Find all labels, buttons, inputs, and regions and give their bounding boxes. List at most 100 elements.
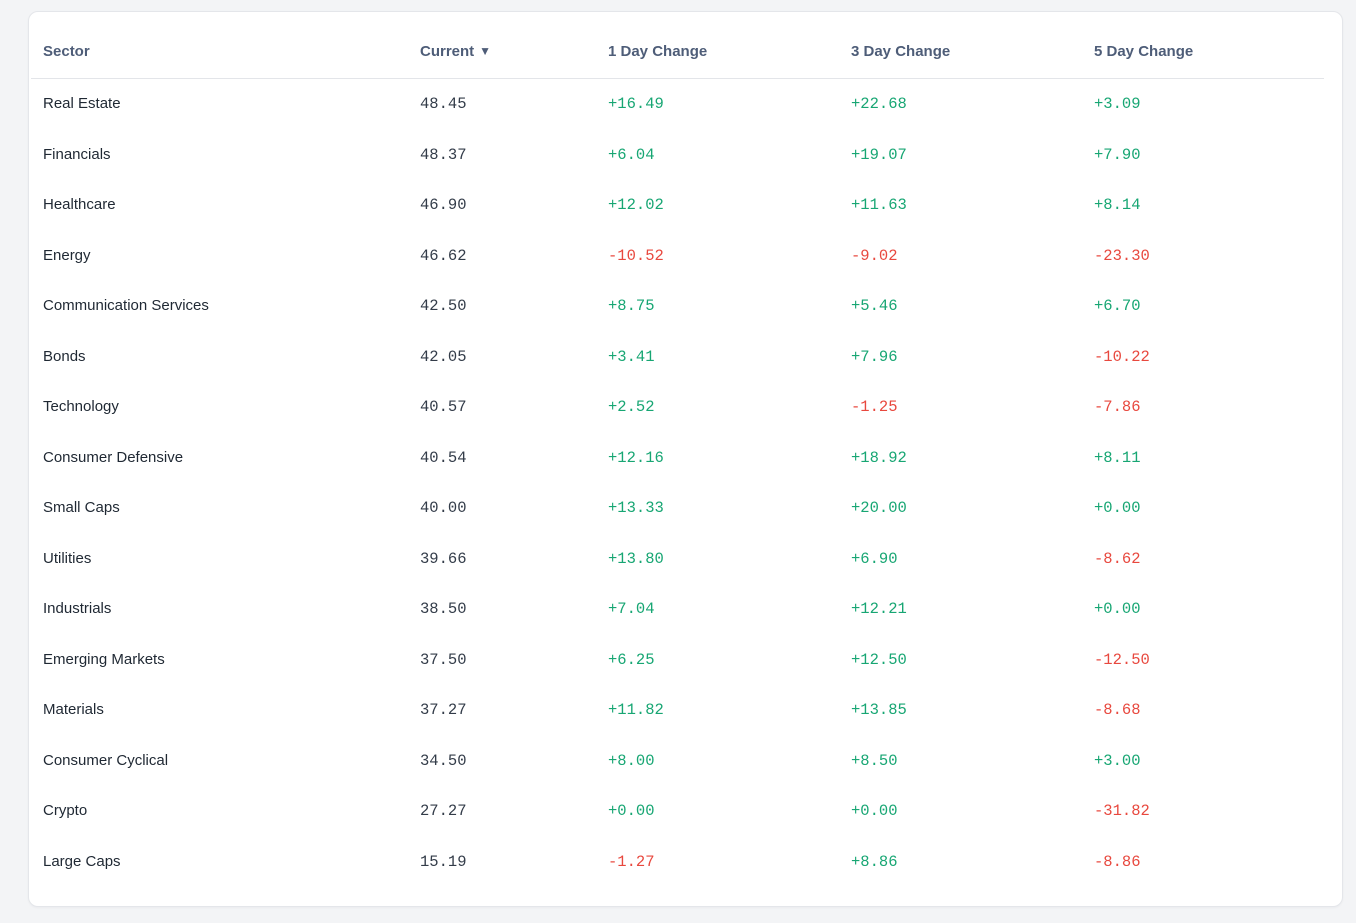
- change-3d-cell: +5.46: [851, 297, 898, 315]
- sector-table-card: Sector Current ▼ 1 Day Change 3 Day Chang…: [28, 11, 1343, 907]
- sector-name-cell: Materials: [43, 701, 104, 718]
- sector-name-cell: Industrials: [43, 600, 112, 617]
- table-row: Materials 37.27 +11.82 +13.85 -8.68: [31, 685, 1324, 736]
- table-row: Technology 40.57 +2.52 -1.25 -7.86: [31, 382, 1324, 433]
- sector-name-cell: Healthcare: [43, 196, 116, 213]
- change-5d-cell: -8.86: [1094, 852, 1141, 871]
- change-1d-cell: +16.49: [608, 95, 664, 113]
- change-5d-cell: +7.90: [1094, 145, 1141, 164]
- current-value-cell: 46.90: [420, 196, 467, 214]
- column-header-label: 5 Day Change: [1094, 43, 1194, 60]
- sector-name-cell: Bonds: [43, 347, 86, 365]
- change-5d-cell: -23.30: [1094, 246, 1150, 265]
- sector-name-cell: Large Caps: [43, 852, 121, 870]
- change-5d-cell: -31.82: [1094, 802, 1150, 820]
- sector-name-cell: Crypto: [43, 802, 88, 819]
- sector-name-cell: Energy: [43, 246, 91, 264]
- change-5d-cell: -10.22: [1094, 347, 1150, 366]
- change-1d-cell: +13.33: [608, 499, 664, 517]
- current-value-cell: 34.50: [420, 751, 467, 770]
- change-3d-cell: +12.50: [851, 650, 907, 669]
- table-row: Real Estate 48.45 +16.49 +22.68 +3.09: [31, 79, 1324, 130]
- change-5d-cell: +6.70: [1094, 297, 1141, 315]
- change-5d-cell: -8.62: [1094, 549, 1141, 568]
- current-value-cell: 27.27: [420, 802, 467, 820]
- change-3d-cell: +20.00: [851, 499, 907, 517]
- change-1d-cell: +8.00: [608, 751, 655, 770]
- column-header-label: Current: [420, 43, 475, 60]
- change-3d-cell: +8.50: [851, 751, 898, 770]
- current-value-cell: 40.54: [420, 448, 467, 467]
- change-3d-cell: -9.02: [851, 246, 898, 265]
- sector-name-cell: Financials: [43, 145, 111, 163]
- change-1d-cell: +0.00: [608, 802, 655, 820]
- change-5d-cell: +0.00: [1094, 499, 1141, 517]
- change-5d-cell: -7.86: [1094, 398, 1141, 416]
- current-value-cell: 40.57: [420, 398, 467, 416]
- change-5d-cell: +8.11: [1094, 448, 1141, 467]
- column-header-sector[interactable]: Sector: [31, 12, 408, 79]
- sector-name-cell: Consumer Cyclical: [43, 751, 169, 769]
- table-row: Consumer Defensive 40.54 +12.16 +18.92 +8.11: [31, 433, 1324, 484]
- table-row: Healthcare 46.90 +12.02 +11.63 +8.14: [31, 180, 1324, 231]
- current-value-cell: 40.00: [420, 499, 467, 517]
- table-row: Energy 46.62 -10.52 -9.02 -23.30: [31, 231, 1324, 282]
- table-row: Communication Services 42.50 +8.75 +5.46 +6.…: [31, 281, 1324, 332]
- table-row: Bonds 42.05 +3.41 +7.96 -10.22: [31, 332, 1324, 383]
- current-value-cell: 42.05: [420, 347, 467, 366]
- change-3d-cell: +18.92: [851, 448, 907, 467]
- current-value-cell: 42.50: [420, 297, 467, 315]
- change-1d-cell: +11.82: [608, 701, 664, 719]
- sector-name-cell: Small Caps: [43, 499, 120, 516]
- column-header-label: Sector: [43, 43, 90, 60]
- change-1d-cell: +6.25: [608, 650, 655, 669]
- change-3d-cell: +8.86: [851, 852, 898, 871]
- sector-name-cell: Consumer Defensive: [43, 448, 184, 466]
- table-row: Large Caps 15.19 -1.27 +8.86 -8.86: [31, 837, 1324, 888]
- sector-table: Sector Current ▼ 1 Day Change 3 Day Chang…: [31, 12, 1324, 887]
- column-header-3-day-change[interactable]: 3 Day Change: [839, 12, 1082, 79]
- sector-name-cell: Technology: [43, 398, 119, 415]
- change-3d-cell: +7.96: [851, 347, 898, 366]
- current-value-cell: 48.37: [420, 145, 467, 164]
- column-header-5-day-change[interactable]: 5 Day Change: [1082, 12, 1324, 79]
- table-row: Emerging Markets 37.50 +6.25 +12.50 -12.50: [31, 635, 1324, 686]
- sector-name-cell: Real Estate: [43, 95, 121, 112]
- change-1d-cell: +6.04: [608, 145, 655, 164]
- current-value-cell: 38.50: [420, 600, 467, 618]
- change-1d-cell: +13.80: [608, 549, 664, 568]
- change-1d-cell: +8.75: [608, 297, 655, 315]
- change-1d-cell: -10.52: [608, 246, 664, 265]
- current-value-cell: 48.45: [420, 95, 467, 113]
- change-5d-cell: -8.68: [1094, 701, 1141, 719]
- change-1d-cell: +2.52: [608, 398, 655, 416]
- current-value-cell: 37.27: [420, 701, 467, 719]
- current-value-cell: 46.62: [420, 246, 467, 265]
- change-5d-cell: +0.00: [1094, 600, 1141, 618]
- change-3d-cell: +6.90: [851, 549, 898, 568]
- change-1d-cell: +7.04: [608, 600, 655, 618]
- current-value-cell: 15.19: [420, 852, 467, 871]
- sort-descending-icon: ▼: [479, 44, 492, 58]
- change-1d-cell: -1.27: [608, 852, 655, 871]
- change-3d-cell: +12.21: [851, 600, 907, 618]
- table-row: Consumer Cyclical 34.50 +8.00 +8.50 +3.00: [31, 736, 1324, 787]
- table-row: Financials 48.37 +6.04 +19.07 +7.90: [31, 130, 1324, 181]
- change-5d-cell: +8.14: [1094, 196, 1141, 214]
- change-5d-cell: +3.00: [1094, 751, 1141, 770]
- column-header-1-day-change[interactable]: 1 Day Change: [596, 12, 839, 79]
- column-header-label: 3 Day Change: [851, 43, 951, 60]
- column-header-current[interactable]: Current ▼: [408, 12, 596, 79]
- table-row: Utilities 39.66 +13.80 +6.90 -8.62: [31, 534, 1324, 585]
- change-3d-cell: +13.85: [851, 701, 907, 719]
- change-3d-cell: -1.25: [851, 398, 898, 416]
- change-3d-cell: +0.00: [851, 802, 898, 820]
- change-1d-cell: +12.16: [608, 448, 664, 467]
- change-1d-cell: +3.41: [608, 347, 655, 366]
- column-header-label: 1 Day Change: [608, 43, 708, 60]
- change-5d-cell: -12.50: [1094, 650, 1150, 669]
- change-5d-cell: +3.09: [1094, 95, 1141, 113]
- current-value-cell: 37.50: [420, 650, 467, 669]
- change-3d-cell: +19.07: [851, 145, 907, 164]
- change-1d-cell: +12.02: [608, 196, 664, 214]
